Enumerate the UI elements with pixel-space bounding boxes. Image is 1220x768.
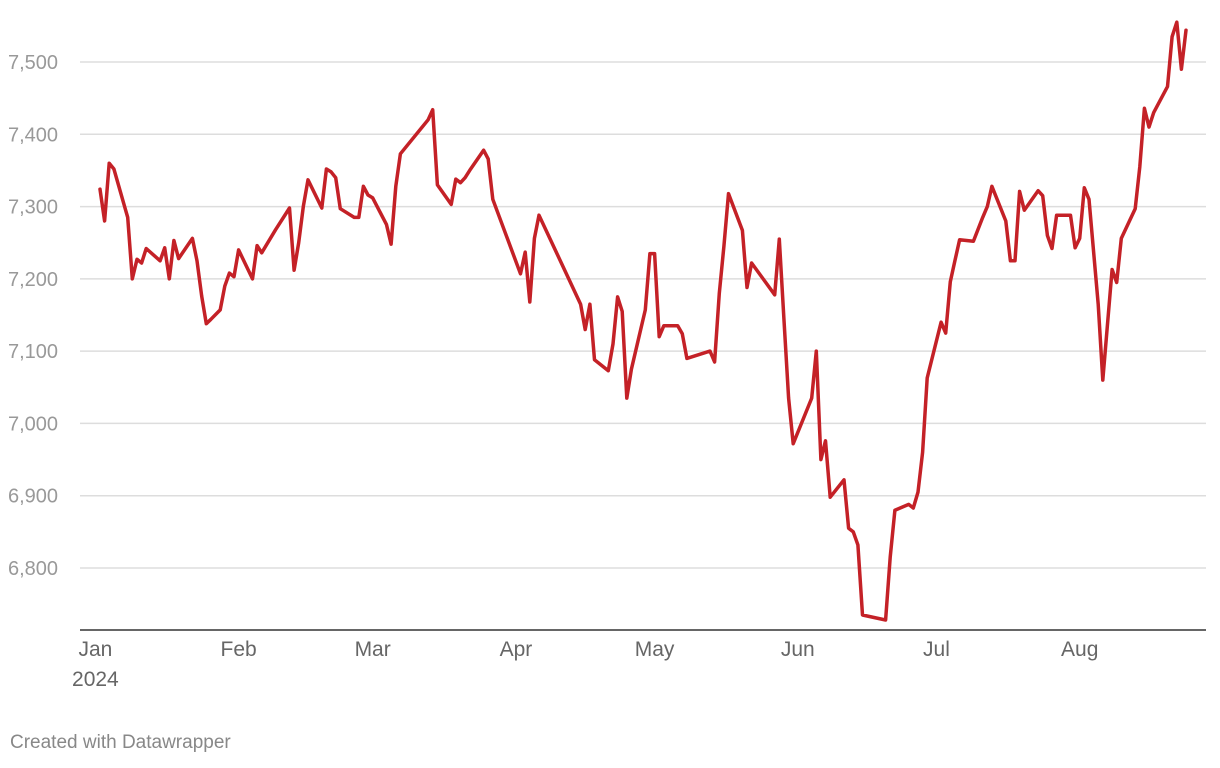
- gridlines: [80, 61, 1206, 631]
- x-tick-label: Mar: [355, 638, 391, 661]
- footer-credit: Created with Datawrapper: [10, 732, 231, 753]
- line-chart: 6,800 6,900 7,000 7,100 7,200 7,300 7,400 7,500…: [8, 20, 1206, 691]
- x-tick-sublabel: 2024: [72, 668, 119, 691]
- x-tick-label: Apr: [500, 638, 533, 661]
- y-tick-label: 7,100: [8, 341, 58, 363]
- x-tick-label: May: [635, 638, 675, 661]
- x-tick-label: Jan: [78, 638, 112, 661]
- y-tick-label: 6,800: [8, 558, 58, 580]
- y-tick-label: 6,900: [8, 486, 58, 508]
- x-tick-label: Aug: [1061, 638, 1098, 661]
- x-tick-label: Jun: [781, 638, 815, 661]
- y-axis-labels: 6,800 6,900 7,000 7,100 7,200 7,300 7,400 7,500: [8, 52, 58, 580]
- x-axis-labels: Jan 2024 Feb Mar Apr May Jun Jul Aug: [72, 638, 1098, 691]
- y-tick-label: 7,400: [8, 124, 58, 146]
- series-layer: [98, 20, 1188, 622]
- x-tick-label: Feb: [221, 638, 257, 661]
- y-tick-label: 7,000: [8, 413, 58, 435]
- y-tick-label: 7,300: [8, 197, 58, 219]
- x-tick-label: Jul: [923, 638, 950, 661]
- series-line: [98, 20, 1188, 622]
- y-tick-label: 7,500: [8, 52, 58, 74]
- y-tick-label: 7,200: [8, 269, 58, 291]
